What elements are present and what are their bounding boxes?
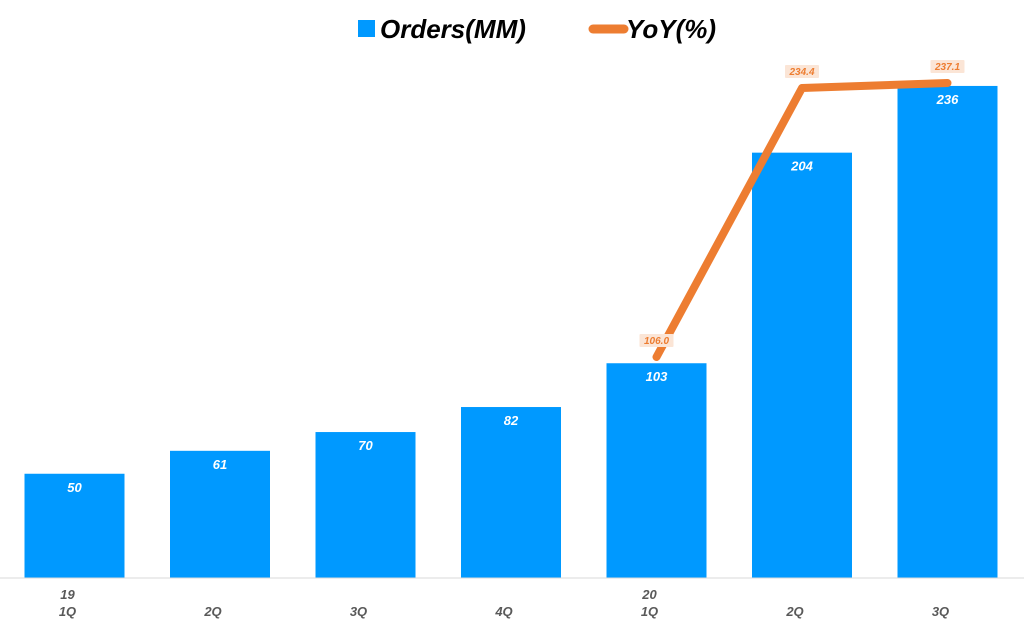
yoy-label-background [639, 334, 674, 347]
x-axis-ticks: 19 1Q 2Q 3Q 4Q 20 1Q 2Q 3Q [59, 587, 949, 619]
bar-value-label: 50 [67, 480, 82, 495]
yoy-value-label: 234.4 [788, 67, 814, 78]
yoy-label-background [930, 60, 965, 73]
x-tick-label: 2Q [203, 604, 221, 619]
yoy-label-background [785, 65, 819, 78]
bar-value-label: 103 [646, 369, 668, 384]
x-tick-label: 1Q [641, 604, 658, 619]
bar [897, 85, 998, 578]
bar [752, 152, 852, 578]
x-tick-label: 3Q [350, 604, 367, 619]
bar-value-label: 70 [358, 438, 373, 453]
x-tick-year-label: 20 [641, 587, 657, 602]
bar [170, 450, 270, 578]
bar [461, 407, 561, 578]
bar [24, 473, 125, 578]
bar [606, 363, 707, 578]
bar-value-label: 236 [936, 92, 959, 107]
legend-bar-label: Orders(MM) [380, 14, 526, 44]
yoy-value-label: 106.0 [644, 336, 669, 347]
bar-value-label: 61 [213, 457, 227, 472]
legend-bar-swatch [358, 20, 375, 37]
yoy-series: 106.0 234.4 237.1 [639, 60, 965, 361]
bar-value-label: 204 [790, 159, 813, 174]
x-tick-label: 4Q [494, 604, 512, 619]
bars: 50 61 70 82 103 204 236 [24, 85, 998, 578]
yoy-line [652, 79, 952, 361]
x-tick-label: 3Q [932, 604, 949, 619]
legend: Orders(MM) YoY(%) [358, 14, 716, 44]
yoy-value-label: 237.1 [934, 62, 960, 73]
x-tick-label: 1Q [59, 604, 76, 619]
bar [315, 432, 416, 578]
legend-line-label: YoY(%) [626, 14, 716, 44]
bar-value-label: 82 [504, 413, 519, 428]
x-tick-year-label: 19 [60, 587, 75, 602]
x-tick-label: 2Q [785, 604, 803, 619]
